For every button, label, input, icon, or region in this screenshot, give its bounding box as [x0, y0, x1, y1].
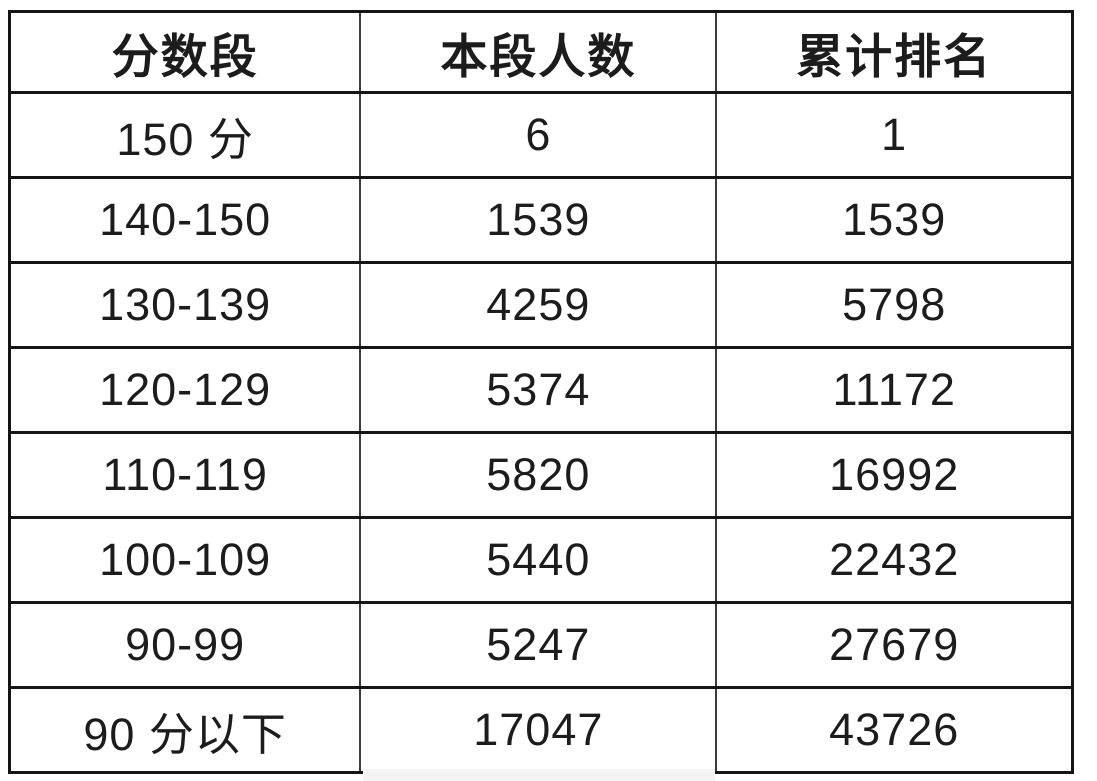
table-header: 分数段 本段人数 累计排名	[8, 10, 1075, 94]
table-row: 150 分 6 1	[8, 91, 1075, 179]
cell-segment-count: 17047	[359, 686, 718, 774]
cell-cumulative-rank: 5798	[715, 261, 1075, 349]
table-row: 130-139 4259 5798	[8, 261, 1075, 349]
table-row: 110-119 5820 16992	[8, 431, 1075, 519]
cell-score-range: 100-109	[8, 516, 362, 604]
cell-score-range: 150 分	[8, 91, 362, 179]
cell-cumulative-rank: 16992	[715, 431, 1075, 519]
cell-cumulative-rank: 22432	[715, 516, 1075, 604]
cell-segment-count: 6	[359, 91, 718, 179]
table-row: 90-99 5247 27679	[8, 601, 1075, 689]
table-row: 90 分以下 17047 43726	[8, 686, 1075, 774]
cell-score-range: 130-139	[8, 261, 362, 349]
cell-score-range: 140-150	[8, 176, 362, 264]
header-score-range: 分数段	[8, 10, 362, 94]
cell-score-range: 120-129	[8, 346, 362, 434]
cell-cumulative-rank: 1539	[715, 176, 1075, 264]
cell-score-range: 90 分以下	[8, 686, 362, 774]
cell-score-range: 110-119	[8, 431, 362, 519]
score-distribution-table: 分数段 本段人数 累计排名 150 分 6 1 140-150 1539 153…	[8, 10, 1075, 774]
header-row: 分数段 本段人数 累计排名	[8, 10, 1075, 94]
cell-cumulative-rank: 11172	[715, 346, 1075, 434]
table-body: 150 分 6 1 140-150 1539 1539 130-139 4259…	[8, 91, 1075, 774]
table-row: 140-150 1539 1539	[8, 176, 1075, 264]
cell-segment-count: 1539	[359, 176, 718, 264]
cell-cumulative-rank: 1	[715, 91, 1075, 179]
cell-cumulative-rank: 27679	[715, 601, 1075, 689]
cell-segment-count: 4259	[359, 261, 718, 349]
table-row: 120-129 5374 11172	[8, 346, 1075, 434]
cell-segment-count: 5820	[359, 431, 718, 519]
cell-segment-count: 5374	[359, 346, 718, 434]
cell-segment-count: 5440	[359, 516, 718, 604]
cell-cumulative-rank: 43726	[715, 686, 1075, 774]
bottom-partial-strip	[363, 769, 715, 781]
cell-score-range: 90-99	[8, 601, 362, 689]
header-segment-count: 本段人数	[359, 10, 718, 94]
header-cumulative-rank: 累计排名	[715, 10, 1075, 94]
table-row: 100-109 5440 22432	[8, 516, 1075, 604]
cell-segment-count: 5247	[359, 601, 718, 689]
